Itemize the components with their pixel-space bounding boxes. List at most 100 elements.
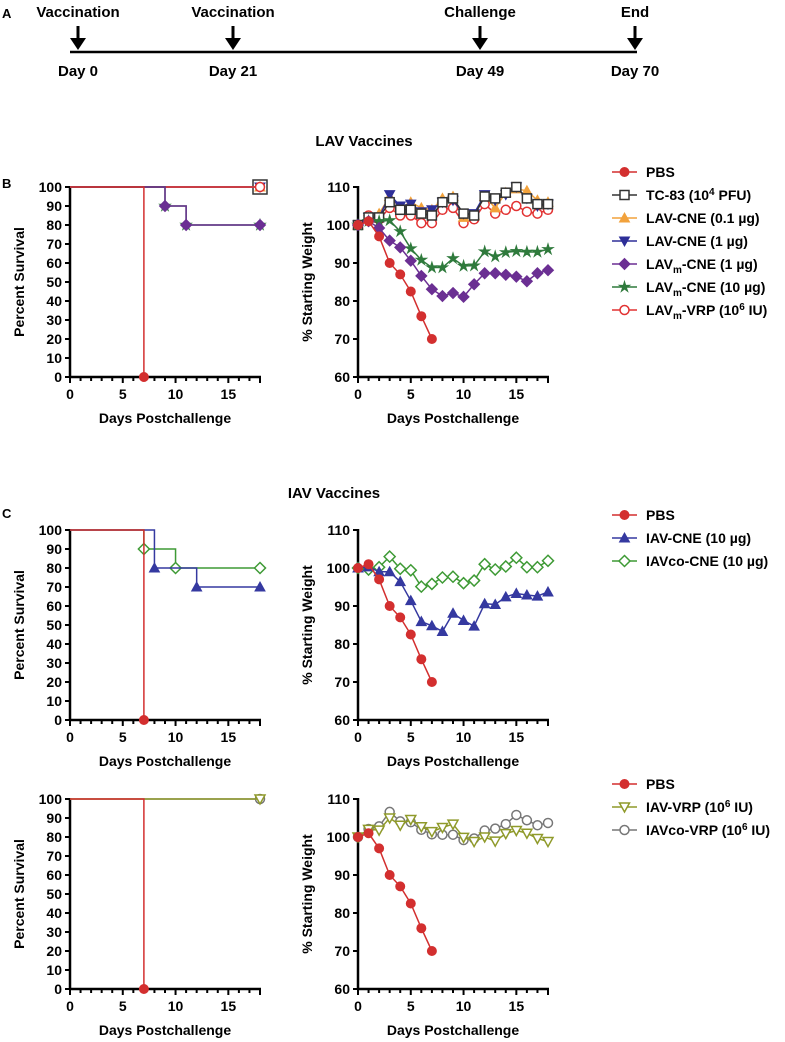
legend-label-part: IU)	[745, 302, 768, 318]
y-tick-label: 50	[46, 886, 62, 902]
legend-label-part: 6	[725, 799, 731, 810]
square-open-marker	[521, 193, 533, 204]
diamond-marker	[531, 267, 544, 280]
y-tick-label: 90	[46, 198, 62, 214]
diamond-open-marker	[404, 563, 418, 577]
triangle-up-marker	[415, 615, 428, 627]
circle-marker	[619, 779, 630, 789]
legend-label-part: IAV-VRP (10	[646, 799, 725, 815]
x-axis-label: Days Postchallenge	[99, 1022, 231, 1038]
star-marker	[520, 244, 534, 258]
legend-item: IAV-VRP (106 IU)	[612, 799, 753, 815]
triangle-up-marker	[499, 590, 512, 602]
y-tick-label: 90	[46, 541, 62, 557]
panel-label-b: B	[2, 176, 11, 191]
legend-label: PBS	[646, 776, 675, 792]
legend-label-part: IU)	[730, 799, 753, 815]
circle-marker	[363, 559, 374, 570]
y-tick-label: 90	[334, 867, 350, 883]
legend-item: LAVm-CNE (1 µg)	[612, 256, 758, 276]
b-weight-chart: 60 70 80 90 100 110 0 5 10 15 Days Postchallenge % …	[299, 179, 555, 426]
y-tick-label: 80	[334, 636, 350, 652]
diamond-marker	[510, 270, 523, 283]
diamond-open-marker	[446, 570, 460, 584]
x-tick-label: 5	[119, 998, 127, 1014]
y-tick-label: 60	[46, 255, 62, 271]
series-IAVCNE	[70, 529, 266, 592]
diamond-open-marker	[253, 561, 267, 575]
triangle-down-open-marker	[467, 836, 481, 849]
timeline-day-label: Day 70	[611, 63, 659, 80]
y-axis-label: % Starting Weight	[299, 565, 315, 685]
legend-item: IAVco-VRP (106 IU)	[612, 822, 770, 838]
star-marker	[467, 258, 481, 272]
legend-item: TC-83 (104 PFU)	[612, 187, 751, 203]
y-tick-label: 30	[46, 924, 62, 940]
x-tick-label: 10	[456, 386, 472, 402]
triangle-down-open-marker	[520, 828, 534, 840]
circle-open-marker	[619, 824, 630, 836]
triangle-down-open-marker	[499, 828, 513, 841]
triangle-up-marker	[394, 575, 407, 587]
diamond-open-marker	[530, 560, 545, 574]
series-line	[70, 529, 145, 720]
x-tick-label: 0	[354, 386, 362, 402]
square-open-marker	[458, 208, 469, 219]
triangle-up-marker	[542, 585, 554, 597]
circle-open-marker	[489, 823, 501, 834]
diamond-open-marker	[478, 557, 492, 571]
triangle-up-marker	[618, 531, 631, 543]
y-tick-label: 20	[46, 331, 62, 347]
legend-label-part: m	[673, 311, 682, 322]
panel-label-c: C	[2, 506, 12, 521]
circle-marker	[138, 372, 149, 382]
x-tick-label: 5	[407, 386, 415, 402]
circle-marker	[405, 629, 416, 640]
circle-marker	[374, 843, 385, 854]
y-tick-label: 100	[327, 217, 351, 233]
x-tick-label: 15	[509, 386, 525, 402]
y-tick-label: 70	[46, 579, 62, 595]
diamond-open-marker	[414, 580, 428, 594]
star-marker	[414, 252, 429, 266]
legend-label-part: PFU)	[715, 187, 752, 203]
triangle-down-open-marker	[436, 822, 449, 835]
diamond-marker	[436, 289, 449, 303]
c2-survival-chart: 0 10 20 30 40 50 60 70 80 90 100 0 5 10 15 Days Postcha…	[11, 791, 267, 1038]
legend-label-part: PBS	[646, 776, 675, 792]
timeline-day-label: Day 21	[209, 63, 257, 80]
series-line	[70, 186, 260, 226]
square-open-marker	[468, 210, 480, 221]
x-tick-label: 15	[509, 729, 525, 745]
legend-c1: PBS IAV-CNE (10 µg) IAVco-CNE (10 µg)	[612, 507, 768, 569]
x-tick-label: 10	[168, 386, 184, 402]
series-IAVVRP	[351, 813, 555, 849]
circle-marker	[619, 510, 630, 520]
diamond-marker	[457, 290, 470, 304]
circle-marker	[395, 269, 406, 280]
triangle-down-marker	[383, 190, 396, 201]
circle-marker	[353, 220, 363, 230]
series-line	[70, 798, 145, 989]
x-tick-label: 10	[456, 729, 472, 745]
circle-marker	[416, 654, 427, 665]
y-axis-label: % Starting Weight	[299, 834, 315, 954]
triangle-down-open-marker	[393, 820, 407, 832]
series-LAVmCNE1	[70, 186, 267, 232]
legend-item: PBS	[612, 507, 675, 523]
triangle-down-open-marker	[425, 826, 439, 839]
star-marker	[446, 251, 460, 265]
square-open-marker	[511, 181, 522, 193]
c1-survival-chart: 0 10 20 30 40 50 60 70 80 90 100 0 5 10 15 Days Postcha…	[11, 522, 267, 769]
y-tick-label: 90	[334, 255, 350, 271]
triangle-up-marker	[447, 607, 459, 618]
triangle-up-marker	[468, 620, 480, 631]
x-axis-label: Days Postchallenge	[99, 410, 231, 426]
y-tick-label: 40	[46, 293, 62, 309]
diamond-open-marker	[383, 550, 397, 564]
section-title-iav: IAV Vaccines	[288, 485, 380, 502]
star-marker	[425, 260, 439, 274]
star-marker	[477, 244, 492, 258]
